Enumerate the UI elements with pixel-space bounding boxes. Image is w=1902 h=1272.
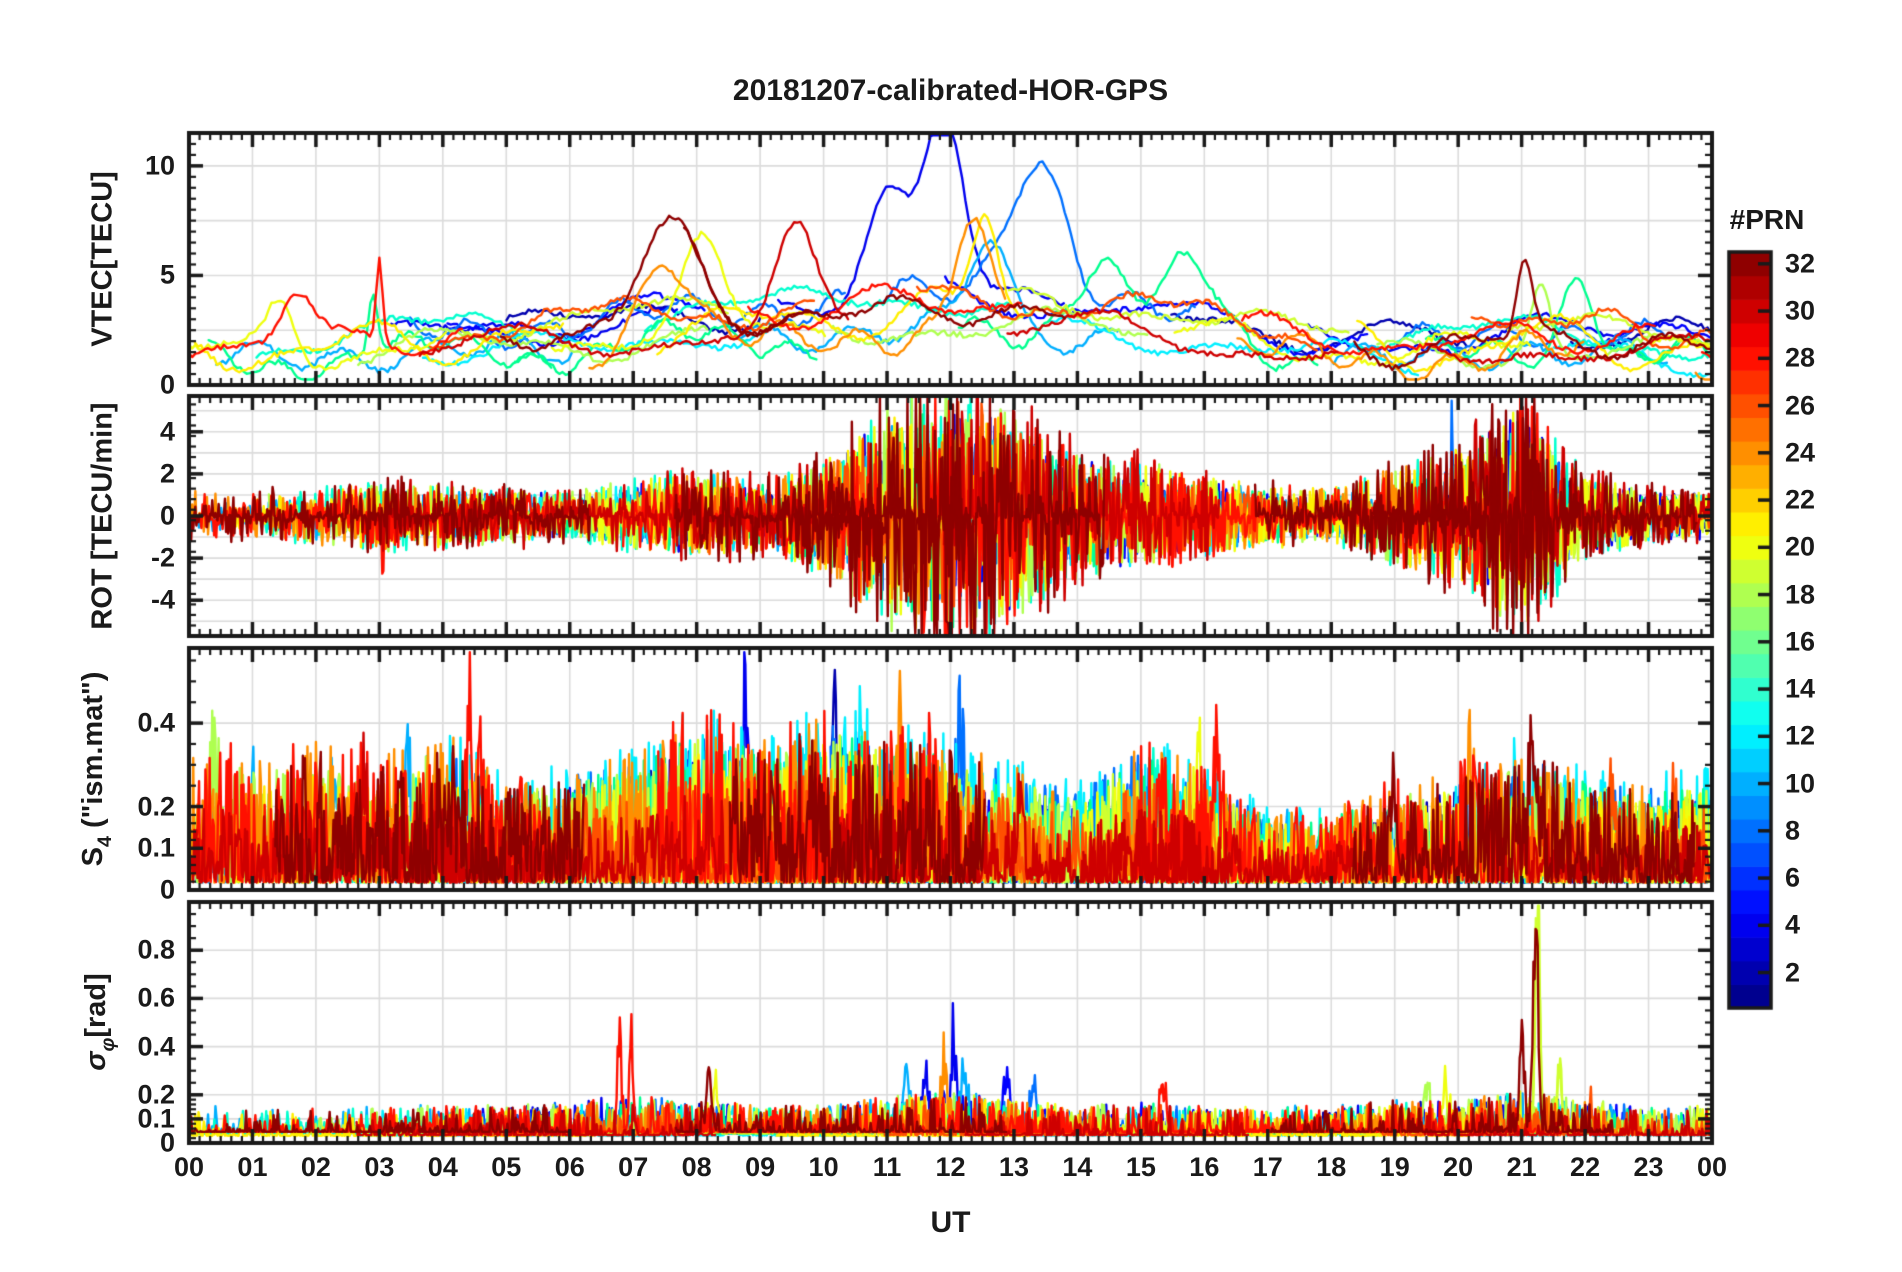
y-axis-label-vtec: VTEC[TECU] <box>87 171 120 347</box>
x-tick-label: 03 <box>364 1152 395 1182</box>
x-tick-label: 21 <box>1506 1152 1537 1182</box>
x-tick-label: 00 <box>173 1152 205 1182</box>
x-tick-label: 04 <box>427 1152 458 1182</box>
y-axis-label-part: ROT [TECU/min] <box>86 402 119 630</box>
y-tick-label: 0.1 <box>137 1103 175 1134</box>
chart-title: 20181207-calibrated-HOR-GPS <box>732 74 1169 107</box>
y-tick-label: 0.2 <box>137 1079 175 1110</box>
x-tick-label: 11 <box>872 1152 902 1182</box>
y-tick-label: -2 <box>150 542 175 573</box>
y-tick-label: 0.4 <box>137 1031 175 1062</box>
x-tick-label: 22 <box>1570 1152 1601 1182</box>
x-tick-label: 10 <box>808 1152 839 1182</box>
colorbar-tick-label: 18 <box>1785 579 1816 610</box>
colorbar-tick-label: 10 <box>1785 768 1816 799</box>
x-tick-label: 00 <box>1696 1152 1728 1182</box>
y-tick-label: 5 <box>159 259 175 290</box>
x-tick-label: 01 <box>237 1152 268 1182</box>
colorbar-tick-label: 16 <box>1785 626 1816 657</box>
colorbar-tick-label: 26 <box>1785 390 1816 421</box>
x-tick-label: 14 <box>1062 1152 1093 1182</box>
y-axis-label-rot: ROT [TECU/min] <box>87 402 120 629</box>
y-tick-label: 0 <box>159 874 175 905</box>
x-tick-label: 13 <box>998 1152 1029 1182</box>
y-tick-label: 0.8 <box>137 934 175 965</box>
y-tick-label: 4 <box>159 416 175 447</box>
colorbar-tick-label: 20 <box>1785 531 1816 562</box>
x-tick-label: 05 <box>491 1152 522 1182</box>
colorbar-tick-label: 14 <box>1785 673 1816 704</box>
colorbar-tick-label: 28 <box>1785 342 1816 373</box>
y-axis-label-part: 4 <box>93 836 116 848</box>
x-tick-label: 18 <box>1316 1152 1347 1182</box>
y-axis-label-part: ("ism.mat") <box>77 671 110 837</box>
x-tick-label: 12 <box>935 1152 966 1182</box>
y-tick-label: 0.6 <box>137 982 175 1013</box>
x-tick-label: 19 <box>1379 1152 1410 1182</box>
x-tick-label: 15 <box>1125 1152 1156 1182</box>
x-tick-label: 08 <box>681 1152 712 1182</box>
colorbar-tick-label: 12 <box>1785 720 1816 751</box>
x-tick-label: 20 <box>1443 1152 1474 1182</box>
y-tick-label: -4 <box>150 584 175 615</box>
x-tick-label: 09 <box>745 1152 776 1182</box>
y-axis-label-part: S <box>77 847 110 867</box>
x-tick-label: 23 <box>1633 1152 1664 1182</box>
y-tick-label: 0.1 <box>137 832 175 863</box>
colorbar-tick-label: 32 <box>1785 248 1816 279</box>
x-tick-label: 02 <box>300 1152 331 1182</box>
colorbar-tick-label: 2 <box>1785 957 1801 988</box>
y-axis-label-part: φ <box>96 1037 119 1052</box>
y-tick-label: 0 <box>159 1127 175 1158</box>
colorbar-title: #PRN <box>1729 204 1805 235</box>
y-tick-label: 0.4 <box>137 707 175 738</box>
y-axis-label-part: σ <box>80 1051 113 1071</box>
colorbar-tick-label: 22 <box>1785 484 1816 515</box>
y-tick-label: 10 <box>144 150 175 181</box>
x-tick-label: 07 <box>618 1152 649 1182</box>
x-tick-label: 17 <box>1252 1152 1283 1182</box>
colorbar-tick-label: 24 <box>1785 437 1816 468</box>
colorbar-tick-label: 6 <box>1785 862 1801 893</box>
colorbar-tick-label: 4 <box>1785 909 1801 940</box>
y-tick-label: 0 <box>159 369 175 400</box>
x-tick-label: 06 <box>554 1152 585 1182</box>
y-axis-label-s4: S4 ("ism.mat") <box>77 672 117 867</box>
y-tick-label: 2 <box>159 458 175 489</box>
y-tick-label: 0.2 <box>137 791 175 822</box>
x-tick-label: 16 <box>1189 1152 1220 1182</box>
y-axis-label-part: [rad] <box>80 973 113 1038</box>
colorbar-tick-label: 30 <box>1785 295 1816 326</box>
y-axis-label-sigma-phi: σφ[rad] <box>80 973 120 1071</box>
x-axis-label: UT <box>930 1206 971 1239</box>
y-tick-label: 0 <box>159 500 175 531</box>
y-axis-label-part: VTEC[TECU] <box>86 171 119 347</box>
colorbar-tick-label: 8 <box>1785 815 1801 846</box>
